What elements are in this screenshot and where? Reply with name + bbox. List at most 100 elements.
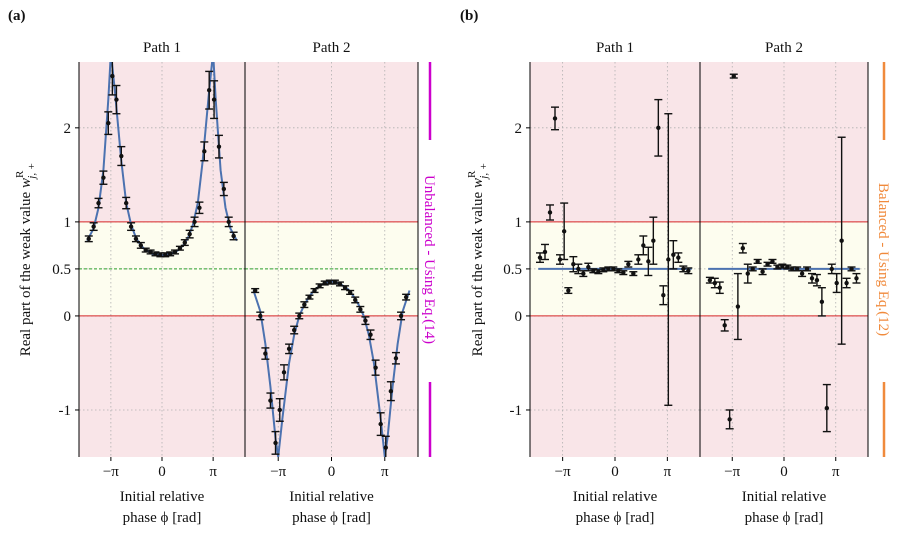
data-point: [403, 294, 409, 300]
x-tick-label: −π: [724, 464, 740, 480]
data-point: [676, 255, 681, 260]
side-label: Balanced - Using Eq.(12): [875, 183, 891, 336]
data-point: [799, 271, 805, 276]
y-tick-label: 1: [515, 215, 523, 231]
y-tick-label: 0: [515, 309, 523, 325]
data-point: [182, 240, 187, 245]
data-point: [586, 264, 591, 270]
panel: [79, 62, 245, 457]
data-point: [123, 200, 129, 206]
data-point: [252, 288, 258, 293]
data-point: [770, 259, 775, 264]
data-point: [557, 257, 563, 262]
y-axis-label-symbol: w: [470, 178, 486, 188]
data-point: [804, 266, 810, 272]
data-point: [636, 257, 641, 262]
data-point: [312, 288, 317, 293]
data-point: [226, 219, 231, 225]
data-point: [358, 307, 363, 312]
data-point: [221, 186, 227, 192]
x-tick-label: −π: [555, 464, 571, 480]
data-point: [302, 302, 307, 307]
data-point: [671, 252, 676, 257]
y-axis-label: Real part of the weak value wRj, +: [14, 163, 38, 357]
data-point: [307, 294, 312, 300]
y-tick-label: 0: [64, 309, 72, 325]
data-point: [829, 266, 834, 272]
data-point: [596, 269, 601, 274]
data-point: [192, 219, 197, 225]
data-point: [745, 271, 750, 276]
data-point: [110, 73, 115, 79]
data-point: [731, 73, 736, 79]
data-point: [211, 97, 217, 102]
x-axis-label: phase ϕ [rad]: [123, 510, 202, 526]
data-point: [388, 388, 394, 394]
data-point: [167, 251, 173, 257]
data-point: [216, 144, 222, 149]
y-tick-label: -1: [59, 403, 72, 419]
y-axis-label-sub: j, +: [478, 163, 490, 181]
data-point: [566, 288, 571, 293]
data-point: [735, 304, 741, 309]
data-point: [378, 421, 383, 427]
data-point: [537, 255, 543, 260]
data-point: [337, 281, 343, 287]
data-point: [581, 271, 586, 276]
data-point: [616, 268, 621, 273]
y-tick-label: 2: [515, 121, 523, 137]
data-point: [839, 238, 844, 243]
y-axis-label-sup: R: [14, 170, 26, 178]
data-point: [727, 417, 732, 422]
data-point: [651, 238, 656, 243]
x-axis-label: phase ϕ [rad]: [576, 510, 655, 526]
data-point: [363, 318, 368, 323]
data-point: [722, 323, 727, 328]
x-axis-label: Initial relative: [573, 489, 658, 505]
data-point: [760, 269, 765, 274]
data-point: [393, 356, 399, 361]
data-point: [138, 243, 144, 248]
x-tick-label: −π: [270, 464, 286, 480]
data-point: [91, 224, 96, 229]
x-tick-label: π: [832, 464, 840, 480]
data-point: [809, 276, 815, 281]
panel: [530, 62, 700, 457]
data-point: [128, 224, 134, 229]
panel-label: (a): [8, 8, 26, 24]
panel-label: (b): [460, 8, 478, 24]
data-point: [794, 266, 800, 272]
data-point: [819, 299, 825, 305]
y-axis-label: Real part of the weak value wRj, +: [466, 163, 490, 357]
data-point: [158, 252, 163, 257]
y-axis-label-sub: j, +: [26, 163, 38, 181]
data-point: [368, 332, 373, 337]
x-tick-label: π: [209, 464, 217, 480]
data-point: [814, 277, 820, 283]
data-point: [626, 262, 631, 267]
data-point: [383, 445, 388, 450]
y-axis-label-text: Real part of the weak value: [18, 188, 34, 356]
data-point: [561, 229, 567, 234]
data-point: [542, 249, 548, 255]
data-point: [258, 313, 263, 319]
data-point: [86, 236, 91, 242]
data-point: [342, 285, 348, 290]
data-point: [755, 259, 760, 264]
data-point: [291, 327, 297, 333]
y-tick-label: -1: [510, 403, 523, 419]
data-point: [177, 246, 183, 251]
data-point: [268, 398, 273, 403]
data-point: [106, 120, 111, 126]
x-tick-label: −π: [103, 464, 119, 480]
x-tick-label: 0: [328, 464, 336, 480]
data-point: [552, 116, 558, 121]
data-point: [273, 440, 278, 446]
x-tick-label: π: [381, 464, 389, 480]
data-point: [172, 249, 178, 255]
data-point: [547, 210, 553, 215]
data-point: [611, 266, 616, 272]
data-point: [206, 88, 212, 93]
data-point: [347, 290, 353, 295]
